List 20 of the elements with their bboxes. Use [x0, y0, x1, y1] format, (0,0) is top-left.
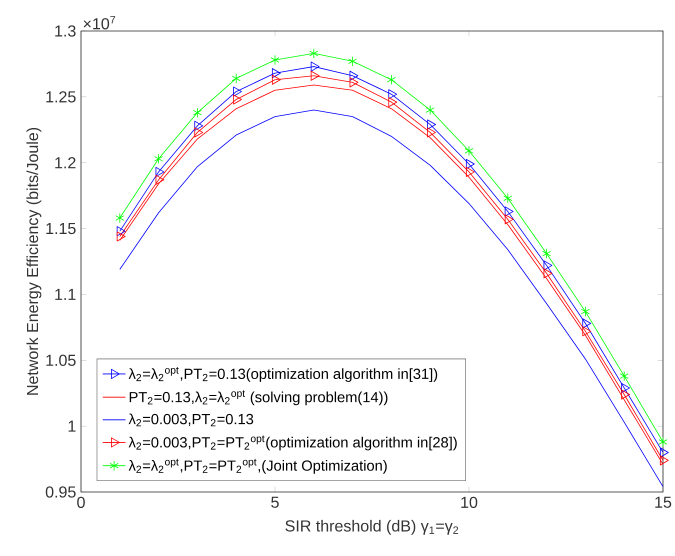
- y-tick-label: 1.15: [46, 222, 76, 234]
- x-tick-label: 0: [77, 496, 85, 508]
- text: λ$_{2}$=λ$_{2}$$^{opt}$,PT$_{2}$=PT$_{2}$$^{opt}$,(Joint Optimization): [128, 458, 387, 474]
- y-tick-label: 1.2: [55, 157, 76, 168]
- x-tick-label: 5: [271, 496, 279, 508]
- y-axis-title: Network Energy Efficiency (bits/Joule): [26, 128, 42, 395]
- x-tick-label: 10: [461, 496, 478, 508]
- y-tick-label: 1: [68, 420, 76, 432]
- legend-label: λ$_{2}$=λ$_{2}$$^{opt}$,PT$_{2}$=0.13(optimization algorithm in[31]): [128, 366, 438, 382]
- text: ×10$^{7}$: [84, 16, 116, 30]
- legend-label: PT$_{2}$=0.13,λ$_{2}$=λ$_{2}$$^{opt}$ (solving problem(14)): [130, 390, 388, 406]
- y-tick-label: 1.1: [55, 288, 76, 300]
- y-tick-label: 1.05: [46, 354, 76, 366]
- x-axis-title: SIR threshold (dB) γ$_{1}$=γ$_{2}$: [285, 520, 458, 535]
- y-tick-label: 0.95: [46, 486, 76, 498]
- y-tick-label: 1.3: [55, 25, 76, 37]
- x-tick-label: 15: [655, 496, 672, 508]
- legend-label: λ$_{2}$=0.003,PT$_{2}$=0.13: [128, 413, 254, 426]
- legend-label: λ$_{2}$=0.003,PT$_{2}$=PT$_{2}$$^{opt}$(optimization algorithm in[28]): [128, 435, 457, 450]
- y-tick-label: 1.25: [46, 91, 76, 103]
